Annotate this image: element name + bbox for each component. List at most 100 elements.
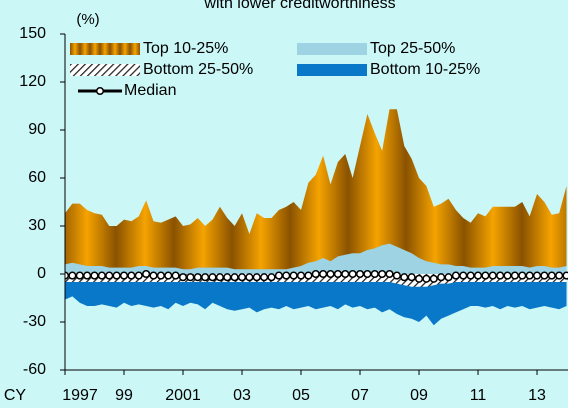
point bbox=[510, 271, 519, 280]
point bbox=[252, 273, 261, 282]
chart-title: with lower creditworthiness bbox=[203, 0, 395, 12]
point bbox=[274, 271, 283, 280]
point bbox=[496, 271, 505, 280]
legend-label: Top 25-50% bbox=[370, 40, 455, 57]
x-tick-label: 09 bbox=[410, 387, 428, 404]
point bbox=[171, 271, 180, 280]
point bbox=[267, 273, 276, 282]
point bbox=[407, 273, 416, 282]
point bbox=[208, 273, 217, 282]
point bbox=[414, 274, 424, 283]
point bbox=[437, 273, 446, 282]
point bbox=[319, 269, 328, 279]
y-tick-label: -30 bbox=[23, 313, 46, 330]
legend-swatch bbox=[297, 43, 367, 55]
point bbox=[215, 273, 224, 282]
legend-swatch-marker bbox=[95, 86, 105, 96]
point bbox=[304, 271, 313, 280]
point bbox=[134, 271, 143, 280]
legend-swatch bbox=[70, 64, 140, 76]
point bbox=[282, 271, 291, 280]
y-tick-label: 90 bbox=[28, 121, 46, 138]
point bbox=[473, 271, 483, 280]
point bbox=[90, 271, 99, 280]
point bbox=[164, 271, 173, 280]
point bbox=[481, 271, 490, 280]
point bbox=[363, 269, 372, 279]
point bbox=[149, 271, 158, 280]
x-tick-label: 03 bbox=[233, 387, 251, 404]
x-axis-prefix: CY bbox=[4, 387, 27, 404]
point bbox=[105, 271, 114, 280]
x-tick-label: 05 bbox=[292, 387, 310, 404]
legend: Top 10-25% Top 25-50% Bottom 25-50% Bottom … bbox=[70, 40, 480, 99]
legend-label: Bottom 25-50% bbox=[143, 61, 253, 78]
point bbox=[112, 271, 121, 280]
point bbox=[289, 271, 298, 280]
area bbox=[65, 109, 567, 274]
point bbox=[311, 269, 320, 279]
y-tick-label: 30 bbox=[28, 217, 46, 234]
point bbox=[348, 269, 357, 279]
point bbox=[532, 271, 542, 280]
point bbox=[127, 271, 136, 280]
y-tick-label: 120 bbox=[19, 73, 46, 90]
area bbox=[65, 274, 567, 326]
point bbox=[245, 273, 254, 282]
point bbox=[400, 273, 409, 282]
y-tick-label: 0 bbox=[37, 265, 46, 282]
point bbox=[444, 273, 453, 282]
point bbox=[75, 271, 84, 280]
point bbox=[326, 269, 335, 279]
y-tick-label: 60 bbox=[28, 169, 46, 186]
point bbox=[370, 269, 379, 279]
legend-label: Bottom 10-25% bbox=[370, 61, 480, 78]
point bbox=[223, 273, 232, 282]
point bbox=[119, 271, 129, 280]
point bbox=[466, 271, 475, 280]
plot-area bbox=[65, 109, 568, 326]
x-tick-label: 13 bbox=[528, 387, 546, 404]
legend-swatch bbox=[297, 64, 367, 76]
point bbox=[178, 273, 188, 282]
point bbox=[525, 271, 534, 280]
point bbox=[193, 273, 202, 282]
x-tick-label: 1997 bbox=[62, 387, 98, 404]
point bbox=[518, 271, 527, 280]
point bbox=[488, 271, 497, 280]
point bbox=[68, 271, 77, 280]
x-tick-label: 2001 bbox=[165, 387, 201, 404]
point bbox=[237, 273, 247, 282]
point bbox=[547, 271, 556, 280]
point bbox=[378, 269, 387, 279]
legend-swatch bbox=[70, 43, 140, 55]
x-tick-label: 07 bbox=[351, 387, 369, 404]
point bbox=[260, 273, 269, 282]
point bbox=[201, 273, 210, 282]
point bbox=[429, 274, 438, 283]
y-tick-label: -60 bbox=[23, 361, 46, 378]
x-tick-label: 99 bbox=[115, 387, 133, 404]
legend-label: Median bbox=[124, 82, 176, 99]
point bbox=[422, 274, 431, 283]
point bbox=[186, 273, 195, 282]
point bbox=[555, 271, 564, 280]
point bbox=[341, 269, 350, 279]
point bbox=[451, 271, 460, 280]
point bbox=[503, 271, 512, 280]
point bbox=[97, 271, 106, 280]
point bbox=[385, 269, 394, 279]
x-tick-label: 11 bbox=[470, 387, 487, 404]
point bbox=[296, 271, 306, 280]
point bbox=[392, 271, 401, 280]
point bbox=[459, 271, 468, 280]
area bbox=[65, 243, 567, 274]
point bbox=[142, 269, 151, 279]
point bbox=[540, 271, 549, 280]
point bbox=[83, 271, 92, 280]
legend-label: Top 10-25% bbox=[143, 40, 228, 57]
y-tick-label: 150 bbox=[19, 25, 46, 42]
